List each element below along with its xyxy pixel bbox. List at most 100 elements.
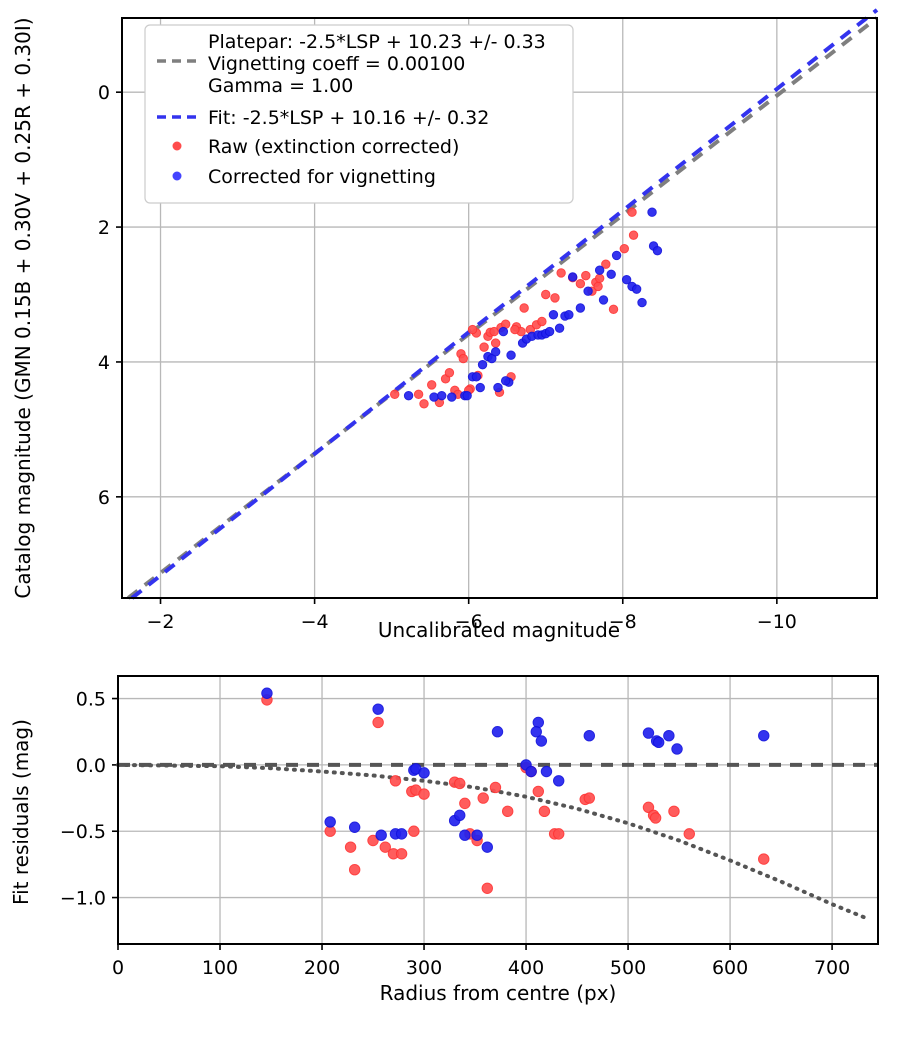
scatter-point-raw (395, 848, 408, 860)
scatter-point-corrected (594, 265, 605, 275)
scatter-point-corrected (598, 295, 609, 305)
scatter-point-raw (501, 805, 514, 818)
scatter-point-corrected (471, 829, 483, 841)
top-x-axis-title: Uncalibrated magnitude (378, 618, 620, 642)
scatter-point-raw (593, 281, 603, 292)
scatter-point-corrected (462, 390, 472, 401)
scatter-point-raw (413, 389, 424, 400)
scatter-point-corrected (530, 726, 542, 738)
scatter-point-raw (642, 801, 655, 814)
legend-label-gamma: Gamma = 1.00 (208, 75, 353, 97)
bottom-axes-background (118, 676, 878, 944)
scatter-point-raw (594, 273, 605, 284)
scatter-point-raw (628, 230, 639, 240)
scatter-point-raw (479, 342, 489, 352)
scatter-point-corrected (447, 392, 457, 402)
scatter-point-corrected (475, 382, 485, 393)
top-fit-lines (126, 8, 879, 600)
bottom-axes-frame (117, 675, 879, 945)
scatter-point-corrected (532, 716, 544, 729)
scatter-point-corrected (324, 816, 336, 828)
scatter-point-corrected (621, 274, 632, 285)
scatter-point-corrected (544, 326, 555, 337)
bottom-x-axis-title: Radius from centre (px) (380, 981, 617, 1005)
scatter-point-raw (372, 716, 384, 729)
scatter-point-corrected (454, 809, 466, 822)
legend-label-raw: Raw (extinction corrected) (208, 136, 459, 158)
scatter-point-corrected (611, 250, 622, 261)
y-tick-label: 0.5 (76, 689, 106, 711)
scatter-point-raw (537, 316, 547, 327)
x-tick-label: −8 (609, 611, 637, 633)
scatter-point-corrected (500, 376, 511, 386)
scatter-point-raw (627, 207, 637, 217)
scatter-point-raw (344, 841, 357, 853)
legend-box (144, 24, 574, 204)
scatter-point-raw (477, 792, 489, 804)
legend[interactable]: Platepar: -2.5*LSP + 10.23 +/- 0.33 Vign… (144, 24, 574, 204)
scatter-point-raw (467, 324, 478, 335)
scatter-point-raw (379, 841, 391, 853)
y-tick-label: 4 (98, 352, 110, 374)
scatter-point-raw (489, 781, 502, 794)
scatter-point-corrected (481, 841, 493, 853)
scatter-point-corrected (540, 765, 553, 778)
red-dot-icon (172, 141, 182, 151)
scatter-point-corrected (631, 284, 642, 294)
scatter-point-corrected (498, 326, 509, 337)
scatter-point-raw (490, 338, 501, 348)
scatter-point-corrected (652, 245, 663, 256)
scatter-point-raw (390, 389, 400, 400)
scatter-point-corrected (758, 730, 770, 742)
scatter-point-raw (510, 324, 520, 335)
legend-entry-raw[interactable]: Raw (extinction corrected) (172, 136, 459, 158)
scatter-point-corrected (429, 392, 439, 402)
scatter-point-raw (619, 243, 630, 254)
scatter-point-corrected (375, 829, 387, 841)
scatter-point-raw (668, 805, 680, 818)
legend-label-fit: Fit: -2.5*LSP + 10.16 +/- 0.32 (208, 107, 489, 129)
legend-entry-fit[interactable]: Fit: -2.5*LSP + 10.16 +/- 0.32 (157, 107, 489, 129)
scatter-point-corrected (567, 272, 578, 282)
bottom-y-tick-labels: 0.5 0.0 −0.5 −1.0 (60, 689, 106, 910)
scatter-point-raw (758, 853, 770, 865)
scatter-point-raw (419, 399, 429, 409)
x-tick-label: 400 (508, 957, 544, 979)
legend-entry-platepar[interactable]: Platepar: -2.5*LSP + 10.23 +/- 0.33 Vign… (157, 31, 546, 97)
scatter-point-corrected (575, 303, 586, 313)
scatter-point-raw (459, 797, 471, 810)
x-tick-label: 300 (406, 957, 442, 979)
x-tick-label: 600 (712, 957, 748, 979)
scatter-point-corrected (652, 736, 665, 749)
x-tick-label: −10 (757, 611, 797, 633)
scatter-point-raw (458, 353, 468, 364)
scatter-point-corrected (548, 310, 559, 320)
scatter-point-raw (608, 304, 619, 315)
top-x-tick-labels: −2 −4 −6 −8 −10 (147, 611, 797, 633)
scatter-point-raw (556, 268, 566, 278)
scatter-point-corrected (261, 687, 273, 699)
bottom-x-tick-labels: 0 100 200 300 400 500 600 700 (112, 957, 850, 979)
scatter-point-corrected (663, 730, 675, 742)
scatter-point-raw (481, 882, 493, 894)
scatter-point-corrected (535, 735, 548, 747)
scatter-point-raw (532, 785, 544, 798)
scatter-point-corrected (471, 372, 482, 382)
scatter-point-corrected (583, 286, 593, 296)
scatter-point-raw (683, 828, 695, 840)
scatter-point-corrected (437, 390, 447, 401)
scatter-point-corrected (493, 382, 503, 393)
blue-dot-icon (172, 171, 182, 181)
scatter-point-corrected (477, 359, 488, 370)
top-y-tick-labels: 0 2 4 6 (98, 82, 110, 509)
y-tick-label: 2 (98, 217, 110, 239)
scatter-point-raw (367, 834, 379, 847)
y-tick-label: −1.0 (60, 888, 106, 910)
legend-label-platepar: Platepar: -2.5*LSP + 10.23 +/- 0.33 (208, 31, 546, 53)
scatter-point-raw (541, 289, 551, 300)
scatter-point-corrected (372, 703, 384, 715)
legend-entry-corrected[interactable]: Corrected for vignetting (172, 166, 436, 188)
top-axes-frame (121, 17, 878, 599)
scatter-point-raw (601, 259, 611, 269)
